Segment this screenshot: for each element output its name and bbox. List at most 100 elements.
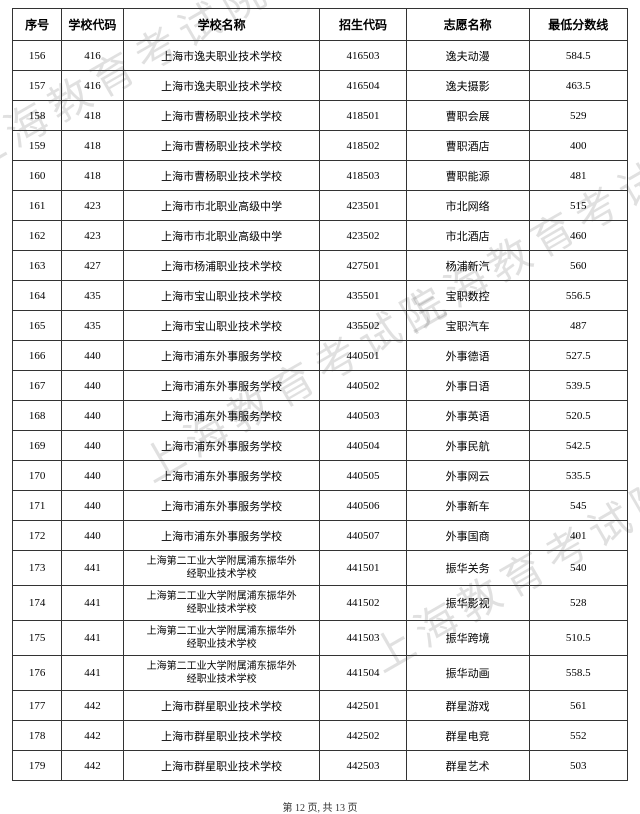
table-cell: 曹职酒店 [406,131,529,161]
table-row: 166440上海市浦东外事服务学校440501外事德语527.5 [13,341,628,371]
table-cell: 曹职会展 [406,101,529,131]
table-cell: 158 [13,101,62,131]
table-cell: 560 [529,251,627,281]
table-cell: 175 [13,621,62,656]
table-cell: 157 [13,71,62,101]
table-cell: 427501 [320,251,406,281]
table-row: 161423上海市市北职业高级中学423501市北网络515 [13,191,628,221]
table-cell: 441503 [320,621,406,656]
table-cell: 群星艺术 [406,751,529,781]
page-footer: 第 12 页, 共 13 页 [0,799,640,814]
table-cell: 416 [62,71,124,101]
table-cell: 振华关务 [406,551,529,586]
table-cell: 435 [62,281,124,311]
table-cell: 外事国商 [406,521,529,551]
table-cell: 上海市浦东外事服务学校 [123,521,320,551]
table-cell: 上海第二工业大学附属浦东振华外经职业技术学校 [123,621,320,656]
table-cell: 市北酒店 [406,221,529,251]
table-row: 171440上海市浦东外事服务学校440506外事新车545 [13,491,628,521]
table-cell: 上海市浦东外事服务学校 [123,491,320,521]
table-cell: 上海市浦东外事服务学校 [123,371,320,401]
table-row: 179442上海市群星职业技术学校442503群星艺术503 [13,751,628,781]
table-cell: 161 [13,191,62,221]
table-row: 156416上海市逸夫职业技术学校416503逸夫动漫584.5 [13,41,628,71]
table-cell: 上海市群星职业技术学校 [123,691,320,721]
table-cell: 上海市浦东外事服务学校 [123,401,320,431]
table-row: 177442上海市群星职业技术学校442501群星游戏561 [13,691,628,721]
table-row: 162423上海市市北职业高级中学423502市北酒店460 [13,221,628,251]
table-row: 173441上海第二工业大学附属浦东振华外经职业技术学校441501振华关务54… [13,551,628,586]
table-cell: 逸夫摄影 [406,71,529,101]
table-cell: 440504 [320,431,406,461]
table-cell: 441504 [320,656,406,691]
table-cell: 群星电竞 [406,721,529,751]
table-cell: 上海市市北职业高级中学 [123,221,320,251]
table-cell: 逸夫动漫 [406,41,529,71]
table-cell: 166 [13,341,62,371]
table-cell: 441 [62,551,124,586]
table-cell: 416503 [320,41,406,71]
table-row: 169440上海市浦东外事服务学校440504外事民航542.5 [13,431,628,461]
table-cell: 振华跨境 [406,621,529,656]
table-cell: 535.5 [529,461,627,491]
table-cell: 176 [13,656,62,691]
table-cell: 上海市浦东外事服务学校 [123,461,320,491]
table-cell: 510.5 [529,621,627,656]
table-cell: 527.5 [529,341,627,371]
table-cell: 481 [529,161,627,191]
column-header: 招生代码 [320,9,406,41]
table-cell: 168 [13,401,62,431]
table-cell: 外事新车 [406,491,529,521]
column-header: 序号 [13,9,62,41]
table-cell: 520.5 [529,401,627,431]
table-cell: 178 [13,721,62,751]
table-cell: 曹职能源 [406,161,529,191]
table-cell: 440 [62,371,124,401]
table-row: 174441上海第二工业大学附属浦东振华外经职业技术学校441502振华影视52… [13,586,628,621]
table-cell: 外事民航 [406,431,529,461]
table-cell: 539.5 [529,371,627,401]
table-row: 160418上海市曹杨职业技术学校418503曹职能源481 [13,161,628,191]
table-cell: 440 [62,341,124,371]
table-cell: 172 [13,521,62,551]
table-cell: 162 [13,221,62,251]
table-cell: 上海市曹杨职业技术学校 [123,101,320,131]
column-header: 学校名称 [123,9,320,41]
table-row: 164435上海市宝山职业技术学校435501宝职数控556.5 [13,281,628,311]
table-cell: 441502 [320,586,406,621]
table-cell: 416 [62,41,124,71]
table-cell: 540 [529,551,627,586]
table-cell: 556.5 [529,281,627,311]
column-header: 志愿名称 [406,9,529,41]
table-cell: 164 [13,281,62,311]
table-cell: 423501 [320,191,406,221]
table-cell: 179 [13,751,62,781]
table-row: 178442上海市群星职业技术学校442502群星电竞552 [13,721,628,751]
table-cell: 市北网络 [406,191,529,221]
table-row: 158418上海市曹杨职业技术学校418501曹职会展529 [13,101,628,131]
table-cell: 杨浦新汽 [406,251,529,281]
table-cell: 423 [62,191,124,221]
table-cell: 宝职数控 [406,281,529,311]
table-cell: 442502 [320,721,406,751]
table-cell: 442503 [320,751,406,781]
table-cell: 418 [62,161,124,191]
table-cell: 529 [529,101,627,131]
table-cell: 441 [62,621,124,656]
table-cell: 552 [529,721,627,751]
table-cell: 442 [62,751,124,781]
table-cell: 435501 [320,281,406,311]
table-container: 序号学校代码学校名称招生代码志愿名称最低分数线 156416上海市逸夫职业技术学… [0,0,640,789]
table-cell: 400 [529,131,627,161]
table-cell: 上海第二工业大学附属浦东振华外经职业技术学校 [123,551,320,586]
table-cell: 163 [13,251,62,281]
table-row: 172440上海市浦东外事服务学校440507外事国商401 [13,521,628,551]
table-cell: 423 [62,221,124,251]
table-row: 159418上海市曹杨职业技术学校418502曹职酒店400 [13,131,628,161]
table-cell: 440506 [320,491,406,521]
table-cell: 435502 [320,311,406,341]
table-cell: 528 [529,586,627,621]
table-cell: 442 [62,691,124,721]
table-cell: 上海市曹杨职业技术学校 [123,131,320,161]
table-cell: 440 [62,461,124,491]
